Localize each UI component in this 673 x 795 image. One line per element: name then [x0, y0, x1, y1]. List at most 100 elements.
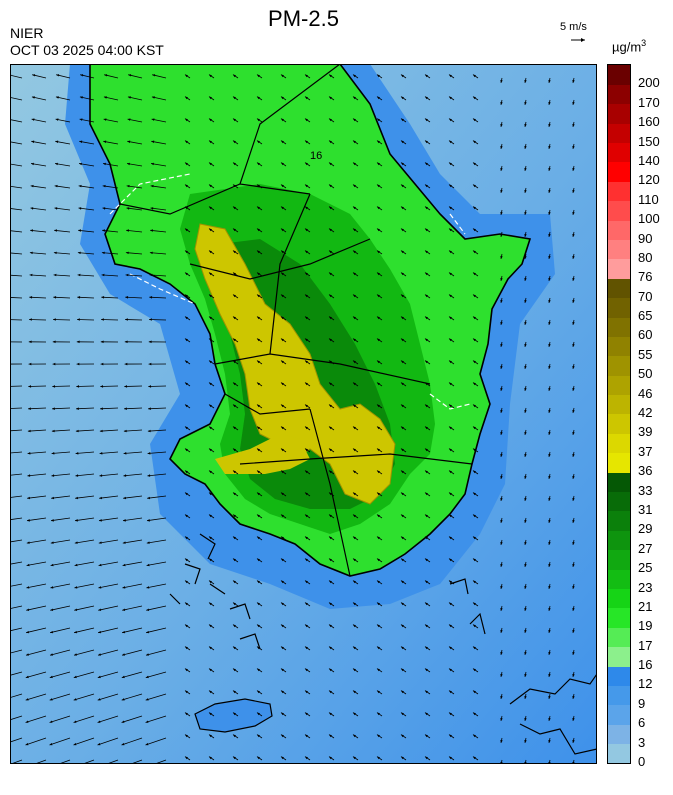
wind-arrowhead: [425, 74, 428, 78]
wind-arrowhead: [79, 96, 83, 99]
wind-arrowhead: [27, 429, 31, 433]
wind-arrowhead: [473, 734, 476, 738]
wind-arrowhead: [572, 476, 575, 479]
wind-arrowhead: [377, 272, 380, 276]
wind-arrowhead: [100, 385, 104, 388]
wind-arrowhead: [524, 630, 527, 633]
wind-arrow: [25, 715, 47, 723]
wind-arrow: [28, 385, 47, 387]
legend-swatch: [608, 472, 630, 493]
wind-arrowhead: [329, 756, 332, 760]
wind-arrowhead: [100, 407, 103, 410]
wind-arrowhead: [257, 316, 260, 320]
wind-arrowhead: [257, 470, 260, 474]
legend-swatch: [608, 336, 630, 357]
wind-arrow: [97, 649, 119, 656]
wind-arrowhead: [449, 206, 452, 210]
wind-arrowhead: [73, 742, 77, 746]
wind-arrowhead: [209, 206, 212, 210]
wind-arrowhead: [100, 340, 104, 344]
wind-arrowhead: [329, 272, 332, 276]
wind-arrowhead: [305, 140, 308, 144]
jeju-island: [195, 699, 272, 732]
wind-arrow: [124, 407, 143, 410]
wind-arrowhead: [572, 124, 575, 127]
wind-arrowhead: [209, 250, 212, 254]
wind-arrowhead: [25, 698, 29, 701]
wind-arrowhead: [257, 294, 260, 298]
wind-arrowhead: [185, 382, 188, 386]
wind-arrowhead: [377, 734, 380, 738]
wind-arrowhead: [524, 740, 527, 743]
wind-arrowhead: [401, 536, 404, 540]
wind-arrowhead: [257, 558, 260, 562]
wind-arrowhead: [281, 206, 284, 210]
wind-arrowhead: [29, 273, 33, 277]
wind-arrow: [27, 451, 47, 454]
wind-arrowhead: [145, 675, 149, 679]
wind-arrowhead: [74, 630, 77, 634]
wind-arrow: [98, 583, 119, 589]
wind-arrow: [10, 185, 23, 189]
wind-arrow: [26, 605, 47, 611]
wind-arrowhead: [257, 140, 260, 144]
wind-arrowhead: [149, 296, 153, 299]
wind-arrowhead: [548, 234, 551, 237]
wind-arrowhead: [353, 294, 356, 298]
wind-arrowhead: [377, 74, 380, 78]
wind-arrowhead: [449, 426, 452, 430]
wind-arrowhead: [305, 360, 308, 364]
wind-arrowhead: [185, 140, 188, 144]
wind-arrowhead: [121, 698, 125, 701]
wind-arrowhead: [449, 228, 452, 232]
wind-arrowhead: [257, 96, 260, 100]
wind-arrowhead: [281, 184, 284, 188]
wind-arrowhead: [473, 206, 476, 210]
wind-arrowhead: [51, 429, 55, 433]
legend-swatch: [608, 666, 630, 686]
wind-arrowhead: [425, 272, 428, 276]
wind-arrow: [99, 451, 119, 454]
wind-arrow: [74, 561, 95, 566]
wind-arrowhead: [524, 344, 527, 347]
valid-time: OCT 03 2025 04:00 KST: [10, 42, 164, 58]
wind-arrow: [99, 473, 119, 477]
wind-arrowhead: [233, 580, 236, 584]
wind-arrowhead: [31, 140, 35, 144]
wind-arrowhead: [29, 318, 32, 321]
legend-swatch: [608, 414, 630, 434]
wind-arrow: [145, 737, 167, 746]
wind-arrow: [73, 737, 95, 746]
wind-arrowhead: [99, 452, 103, 455]
wind-arrowhead: [233, 74, 236, 78]
wind-arrow: [101, 274, 119, 277]
wind-arrow: [146, 561, 167, 566]
wind-arrowhead: [233, 228, 236, 232]
wind-arrowhead: [209, 316, 212, 320]
wind-arrow: [29, 296, 47, 299]
wind-arrowhead: [548, 322, 551, 325]
wind-arrowhead: [401, 712, 404, 716]
wind-arrow: [73, 715, 95, 723]
wind-arrowhead: [103, 140, 107, 144]
wind-arrow: [10, 693, 23, 699]
agency-label: NIER: [10, 25, 44, 41]
wind-arrowhead: [425, 294, 428, 298]
wind-arrowhead: [146, 630, 149, 634]
wind-arrowhead: [500, 454, 503, 457]
pm25-map[interactable]: 16: [10, 64, 597, 764]
wind-arrowhead: [97, 720, 101, 723]
wind-arrowhead: [524, 608, 527, 611]
wind-arrowhead: [103, 118, 107, 121]
wind-arrow: [97, 671, 119, 678]
wind-arrow: [50, 517, 71, 522]
wind-arrowhead: [425, 96, 428, 100]
wind-arrow: [145, 649, 167, 656]
legend-tick-label: 27: [638, 540, 653, 556]
wind-arrowhead: [125, 273, 129, 277]
wind-arrowhead: [329, 382, 332, 386]
legend-swatch: [608, 704, 630, 725]
wind-arrowhead: [233, 712, 236, 716]
southwest-islands: [169, 533, 486, 650]
wind-arrowhead: [449, 74, 452, 78]
